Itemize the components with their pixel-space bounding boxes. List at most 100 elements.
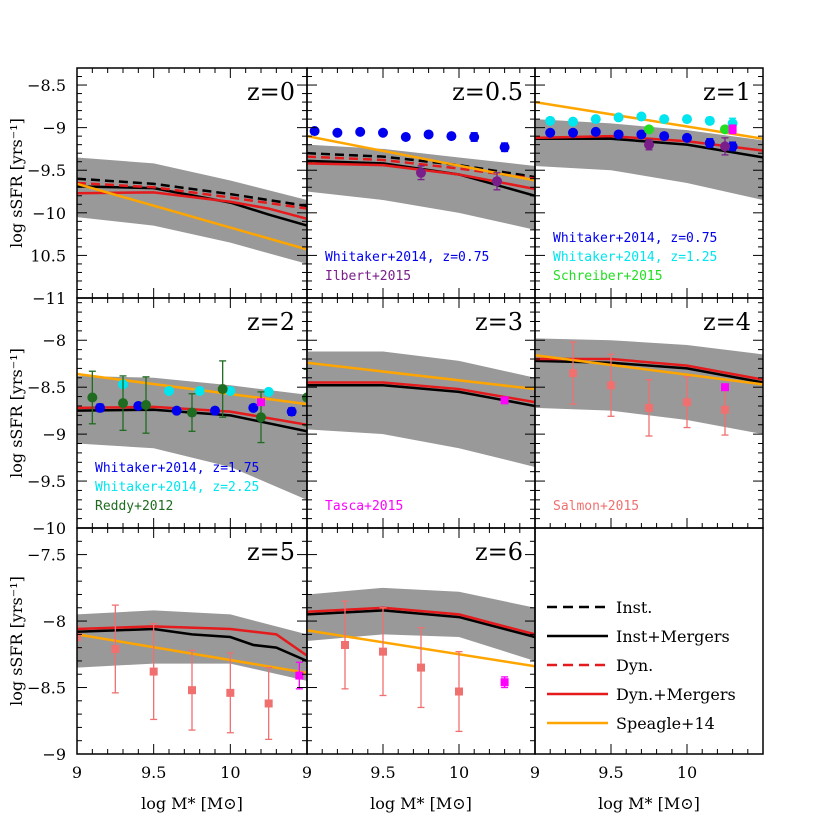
y-tick-label: −10 (32, 204, 66, 223)
data-point-circle (613, 112, 624, 123)
data-point-circle (423, 129, 434, 140)
panel-legend-text: Whitaker+2014, z=0.75 (553, 231, 717, 246)
series-line-inst- (307, 151, 535, 179)
data-point-square (188, 686, 196, 695)
data-point-circle (309, 126, 320, 137)
data-point-circle (446, 131, 457, 142)
panel-z=1 (535, 100, 763, 201)
data-point-circle (682, 132, 692, 143)
data-point-circle (720, 124, 730, 135)
x-tick-label: 10 (220, 763, 240, 782)
data-point-circle (133, 400, 144, 411)
data-point-square (226, 688, 235, 697)
data-point-circle (636, 129, 647, 140)
data-point-circle (225, 385, 236, 396)
legend-label: Inst+Mergers (616, 627, 730, 646)
y-tick-label: −9 (42, 745, 66, 764)
legend-label: Inst. (616, 598, 652, 617)
data-point-circle (613, 129, 624, 140)
data-point-circle (682, 114, 692, 125)
data-point-circle (118, 398, 128, 409)
data-point-circle (263, 386, 274, 397)
legend-panel-frame (534, 527, 764, 755)
y-axis-label: log sSFR [yrs⁻¹] (7, 118, 26, 248)
panel-z=4 (535, 338, 763, 437)
series-line-dyn-mergers (307, 381, 535, 404)
series-line-inst- (77, 177, 307, 208)
scatter-band (77, 157, 307, 264)
panel-legend-text: Tasca+2015 (325, 499, 403, 514)
data-point-circle (171, 405, 182, 416)
data-point-circle (492, 176, 502, 187)
data-point-square (569, 369, 577, 378)
panel-z=2 (77, 360, 307, 500)
data-point-circle (286, 406, 297, 417)
panel-z=6 (307, 587, 535, 733)
x-tick-label: 9.5 (141, 763, 166, 782)
data-point-circle (210, 405, 220, 416)
panel-legend-text: Reddy+2012 (95, 499, 173, 514)
data-point-circle (378, 127, 388, 138)
series-line-speagle- (77, 182, 307, 251)
data-point-circle (164, 385, 174, 396)
y-tick-label: −7.5 (27, 546, 66, 565)
panel-label: z=0.5 (452, 78, 523, 106)
legend-label: Dyn. (616, 656, 653, 675)
series-line-dyn-mergers (77, 625, 307, 657)
series-line-inst-mergers (77, 627, 307, 663)
data-point-circle (499, 142, 510, 153)
data-point-circle (416, 167, 426, 178)
panel-label: z=3 (475, 308, 523, 336)
data-point-square (728, 125, 737, 134)
y-tick-label: 10.5 (30, 246, 66, 265)
x-tick-label: 9.5 (370, 763, 395, 782)
data-point-circle (469, 132, 480, 142)
data-point-square (500, 678, 509, 687)
y-axis-label: log sSFR [yrs⁻¹] (7, 576, 26, 706)
data-point-circle (332, 127, 343, 138)
y-tick-label: −8.5 (27, 76, 66, 95)
x-tick-label: 10 (449, 763, 469, 782)
x-axis-label: log M* [M⊙] (370, 794, 472, 813)
data-point-square (264, 699, 273, 708)
y-tick-label: −8.5 (27, 679, 66, 698)
data-point-square (721, 405, 729, 414)
panel-z=0.5 (307, 126, 535, 230)
panel-legend-text: Whitaker+2014, z=0.75 (325, 250, 489, 265)
panel-label: z=2 (247, 308, 295, 336)
data-point-circle (194, 385, 205, 396)
data-point-circle (545, 115, 556, 126)
scatter-band (307, 351, 535, 467)
data-point-square (607, 381, 615, 390)
data-point-circle (141, 400, 151, 411)
scatter-band (307, 144, 535, 230)
x-axis-label: log M* [M⊙] (141, 794, 243, 813)
x-tick-label: 9 (302, 763, 312, 782)
data-point-square (645, 403, 653, 412)
data-point-circle (636, 111, 647, 122)
scatter-band (307, 587, 535, 661)
data-point-circle (302, 392, 307, 403)
legend-label: Speagle+14 (616, 714, 715, 733)
y-tick-label: −9.5 (27, 472, 66, 491)
data-point-circle (720, 141, 730, 152)
data-point-square (417, 663, 425, 672)
x-axis-label: log M* [M⊙] (598, 794, 700, 813)
series-line-speagle- (77, 372, 307, 406)
y-tick-label: −10 (32, 519, 66, 538)
data-point-circle (545, 127, 556, 138)
data-point-square (111, 644, 120, 653)
panel-legend-text: Whitaker+2014, z=2.25 (95, 480, 259, 495)
data-point-circle (355, 126, 366, 137)
x-tick-label: 10 (677, 763, 697, 782)
x-tick-label: 9 (530, 763, 540, 782)
data-point-circle (568, 116, 578, 127)
data-point-square (683, 398, 691, 407)
panel-legend-text: Salmon+2015 (553, 499, 639, 514)
series-line-dyn- (77, 181, 307, 210)
panel-legend-text: Schreiber+2015 (553, 269, 663, 284)
panel-z=5 (77, 604, 307, 741)
panel-z=0 (77, 157, 307, 264)
panel-legend-text: Ilbert+2015 (325, 269, 411, 284)
